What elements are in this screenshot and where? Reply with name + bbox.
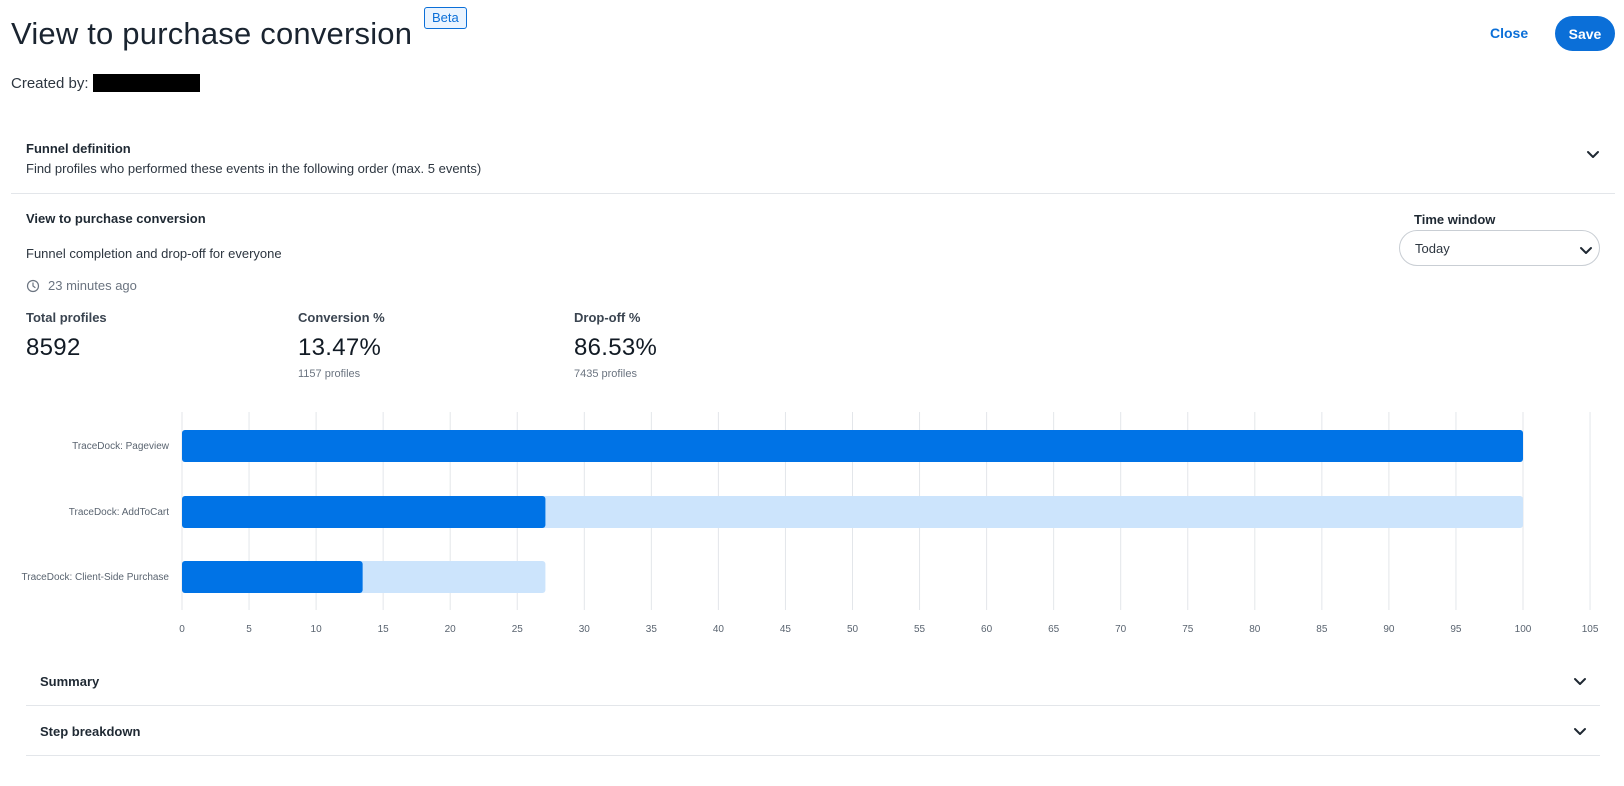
x-tick-label: 20 <box>445 624 457 635</box>
funnel-definition-description: Find profiles who performed these events… <box>26 161 482 176</box>
chevron-down-icon[interactable] <box>1572 673 1588 689</box>
last-updated: 23 minutes ago <box>26 278 137 293</box>
beta-badge: Beta <box>424 7 467 29</box>
x-tick-label: 35 <box>646 624 658 635</box>
summary-section-label: Summary <box>40 674 100 689</box>
x-tick-label: 65 <box>1048 624 1060 635</box>
category-label: TraceDock: AddToCart <box>69 507 169 518</box>
stat-value: 8592 <box>26 334 81 361</box>
x-tick-label: 30 <box>579 624 591 635</box>
created-by-label: Created by: <box>11 75 89 92</box>
bar-completed <box>182 430 1523 462</box>
stat-subtext: 7435 profiles <box>574 368 637 380</box>
step-breakdown-section[interactable]: Step breakdown <box>26 706 1600 756</box>
summary-section[interactable]: Summary <box>26 656 1600 706</box>
x-tick-label: 25 <box>512 624 524 635</box>
x-tick-label: 45 <box>780 624 792 635</box>
x-tick-label: 90 <box>1383 624 1395 635</box>
stat-total-profiles: Total profiles 8592 <box>26 310 107 362</box>
bar-completed <box>182 561 363 593</box>
chevron-down-icon[interactable] <box>1572 723 1588 739</box>
stat-dropoff: Drop-off % 86.53% 7435 profiles <box>574 310 657 380</box>
x-tick-label: 95 <box>1450 624 1462 635</box>
chevron-down-icon[interactable] <box>1585 146 1601 162</box>
stat-label: Drop-off % <box>574 310 641 325</box>
bar-completed <box>182 496 546 528</box>
x-tick-label: 70 <box>1115 624 1127 635</box>
redacted-author <box>92 74 200 92</box>
category-label: TraceDock: Pageview <box>72 441 170 452</box>
x-tick-label: 55 <box>914 624 926 635</box>
x-tick-label: 0 <box>179 624 185 635</box>
chevron-down-icon <box>1578 242 1594 258</box>
save-button[interactable]: Save <box>1555 16 1615 51</box>
clock-icon <box>26 279 40 293</box>
stat-label: Total profiles <box>26 310 107 325</box>
x-tick-label: 5 <box>246 624 252 635</box>
page-header: View to purchase conversion Beta Created… <box>0 0 1624 100</box>
time-window-label: Time window <box>1414 212 1496 227</box>
created-by: Created by: <box>11 74 200 92</box>
x-tick-label: 50 <box>847 624 859 635</box>
x-tick-label: 10 <box>311 624 323 635</box>
report-subtitle: Funnel completion and drop-off for every… <box>26 246 282 261</box>
stat-value: 13.47% <box>298 334 382 361</box>
last-updated-text: 23 minutes ago <box>48 278 137 293</box>
funnel-definition-panel[interactable]: Funnel definition Find profiles who perf… <box>11 128 1615 194</box>
stat-subtext: 1157 profiles <box>298 368 361 380</box>
funnel-chart-svg: 0 5 10 15 20 25 30 35 40 45 50 55 60 65 70 75 80 85 90 95 10… <box>22 412 1599 635</box>
stat-conversion: Conversion % 13.47% 1157 profiles <box>298 310 385 380</box>
page-title: View to purchase conversion <box>11 16 413 51</box>
stat-value: 86.53% <box>574 334 658 361</box>
time-window-select[interactable]: Today <box>1399 230 1600 266</box>
report-title: View to purchase conversion <box>26 211 206 226</box>
x-tick-label: 100 <box>1515 624 1532 635</box>
x-tick-label: 75 <box>1182 624 1194 635</box>
x-tick-label: 60 <box>981 624 993 635</box>
time-window-value: Today <box>1415 241 1450 256</box>
x-tick-label: 80 <box>1249 624 1261 635</box>
stat-label: Conversion % <box>298 310 385 325</box>
close-button[interactable]: Close <box>1490 21 1528 45</box>
category-label: TraceDock: Client-Side Purchase <box>22 572 170 583</box>
x-tick-label: 15 <box>378 624 390 635</box>
x-tick-label: 85 <box>1316 624 1328 635</box>
funnel-chart: 0 5 10 15 20 25 30 35 40 45 50 55 60 65 70 75 80 85 90 95 10… <box>0 400 1624 640</box>
x-tick-label: 40 <box>713 624 725 635</box>
x-tick-label: 105 <box>1582 624 1599 635</box>
step-breakdown-section-label: Step breakdown <box>40 724 141 739</box>
funnel-definition-title: Funnel definition <box>26 141 131 156</box>
